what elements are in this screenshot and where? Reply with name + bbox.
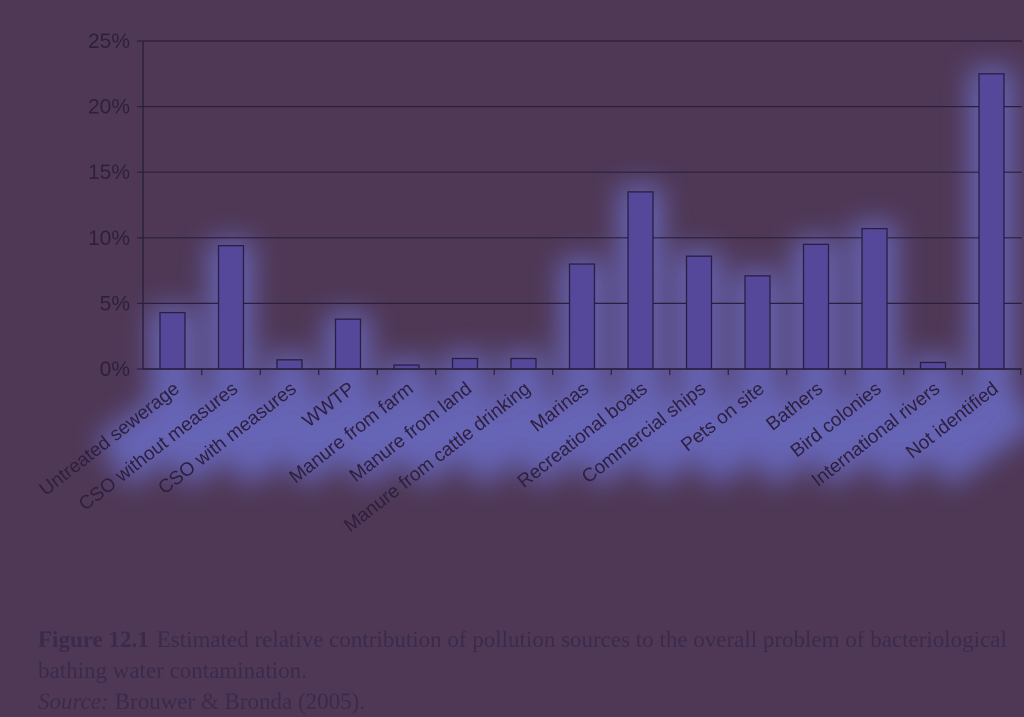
y-tick-label: 20% — [88, 96, 130, 119]
label-glow — [563, 375, 689, 488]
label-glow — [621, 375, 747, 488]
label-glow — [738, 375, 864, 488]
label-glow — [212, 375, 338, 488]
bars — [159, 73, 1005, 370]
axes — [137, 40, 1022, 375]
y-tick-label: 25% — [88, 30, 130, 53]
bar — [451, 357, 479, 370]
figure-caption: Figure 12.1 Estimated relative contributi… — [38, 624, 1018, 717]
label-glow — [270, 375, 396, 488]
bar — [919, 361, 947, 370]
bar — [276, 359, 303, 370]
source-text: Brouwer & Bronda (2005). — [114, 689, 366, 714]
y-tick-labels: 0% 5% 10% 15% 20% 25% — [88, 30, 130, 381]
y-tick-label: 5% — [100, 292, 130, 315]
label-glow — [95, 375, 221, 488]
bar — [627, 191, 654, 370]
source-label: Source: — [38, 689, 109, 714]
bar — [861, 227, 888, 370]
caption-source: Source: Brouwer & Bronda (2005). — [38, 686, 1018, 717]
y-tick-label: 10% — [88, 227, 130, 250]
bar — [744, 275, 771, 370]
bar — [978, 73, 1005, 370]
caption-line: Figure 12.1 Estimated relative contributi… — [38, 624, 1018, 686]
label-glow — [797, 375, 923, 488]
label-glow — [329, 375, 455, 488]
label-glow — [914, 375, 1024, 488]
label-glow — [446, 375, 572, 488]
bar — [159, 311, 186, 370]
label-glow — [387, 375, 513, 488]
label-glow — [504, 375, 630, 488]
chart-area: 0% 5% 10% 15% 20% 25% Untreated sewerage CSO w… — [36, 30, 1024, 537]
y-tick-label: 0% — [100, 358, 130, 381]
label-glow — [680, 375, 806, 488]
caption-text: Estimated relative contribution of pollu… — [38, 627, 1007, 683]
bar — [510, 357, 537, 370]
bar — [802, 243, 830, 370]
label-glow — [153, 375, 279, 488]
y-tick-label: 15% — [88, 161, 130, 184]
bar — [217, 245, 245, 370]
bar — [685, 255, 713, 370]
bar — [568, 263, 596, 370]
figure-label: Figure 12.1 — [38, 627, 149, 652]
label-glow — [855, 375, 981, 488]
bar — [334, 318, 362, 370]
